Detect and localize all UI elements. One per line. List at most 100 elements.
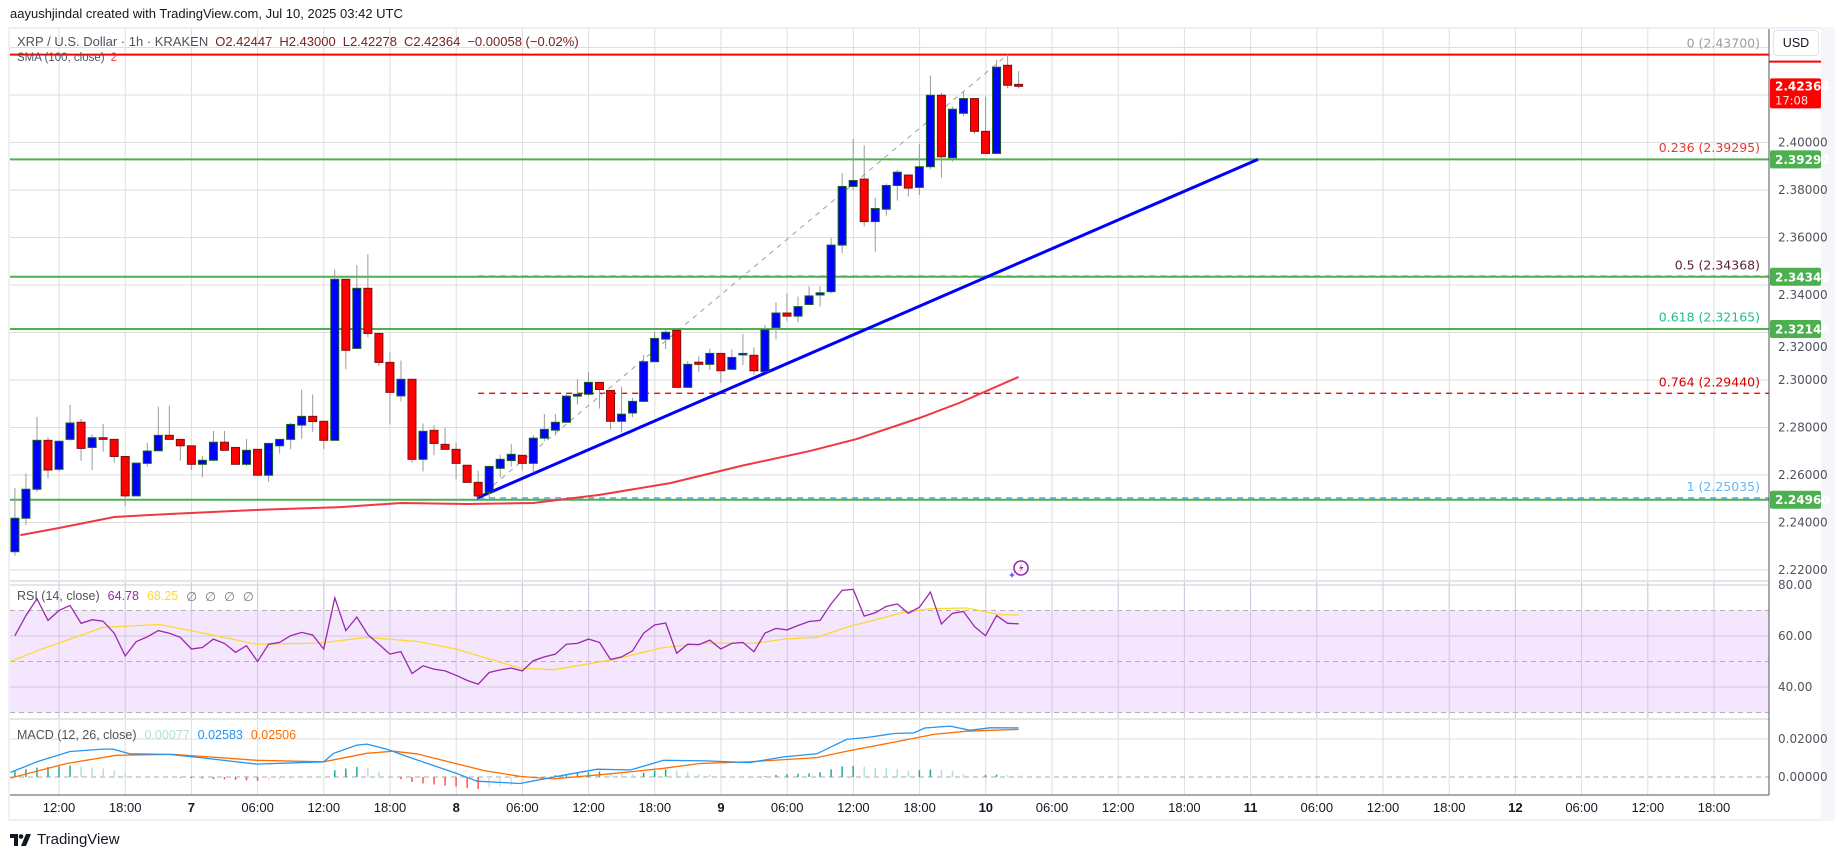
- candle-body-down: [120, 455, 130, 497]
- candle-body-down: [407, 378, 417, 460]
- rsi-ma-line: [10, 607, 1019, 671]
- level-price-tag-text: 2.39292: [1775, 153, 1830, 167]
- candle-body-up: [208, 441, 218, 461]
- candle: [594, 381, 604, 409]
- candle: [208, 430, 218, 461]
- candle: [264, 442, 274, 482]
- candle-body-down: [859, 178, 869, 223]
- price-axis-label: 2.34000: [1778, 288, 1828, 302]
- fib-level-label: 0 (2.43700): [1687, 36, 1760, 51]
- candle-body-up: [484, 465, 494, 493]
- level-price-tag: [1770, 267, 1821, 286]
- candle-body-up: [892, 171, 902, 186]
- rsi-empty-value-2: ∅: [205, 590, 217, 604]
- macd-pane: [10, 725, 1769, 790]
- time-axis-label: 12:00: [837, 800, 870, 815]
- fib-level-label: 0.5 (2.34368): [1675, 257, 1760, 272]
- candle-body-down: [231, 446, 240, 465]
- macd-legend[interactable]: MACD (12, 26, close) 0.00077 0.02583 0.0…: [17, 728, 296, 742]
- rsi-axis-label: 60.00: [1778, 629, 1812, 643]
- sma-value: 2: [110, 52, 117, 64]
- candle-body-down: [903, 174, 913, 189]
- candle-body-up: [661, 331, 671, 340]
- time-axis-label: 06:00: [241, 800, 274, 815]
- candle-body-up: [583, 381, 593, 395]
- candle: [837, 173, 847, 254]
- candle: [892, 169, 902, 201]
- candle-body-up: [142, 450, 152, 464]
- rsi-legend[interactable]: RSI (14, close) 64.78 68.25 ∅ ∅ ∅ ∅: [17, 589, 254, 604]
- time-axis-label: 18:00: [1698, 800, 1731, 815]
- candle: [738, 333, 748, 366]
- candle: [275, 438, 285, 454]
- candle-body-up: [914, 166, 924, 188]
- candle-body-down: [782, 312, 792, 317]
- currency-button[interactable]: USD: [1773, 30, 1819, 56]
- candle: [528, 435, 538, 473]
- rsi-axis-label: 40.00: [1778, 680, 1812, 694]
- time-axis-label: 12:00: [308, 800, 341, 815]
- time-axis-label: 06:00: [1301, 800, 1334, 815]
- candle-body-up: [617, 413, 627, 422]
- candle-body-up: [87, 437, 97, 448]
- candle-body-down: [363, 287, 373, 334]
- candle: [903, 174, 913, 197]
- rsi-line: [14, 588, 1019, 685]
- sma-label: SMA (100, close): [17, 52, 105, 64]
- candle: [661, 330, 671, 350]
- candle: [914, 143, 924, 195]
- candle: [1014, 71, 1024, 89]
- candle-body-up: [683, 363, 693, 388]
- level-price-tag-text: 2.32148: [1775, 322, 1830, 336]
- candle-body-up: [947, 108, 957, 159]
- candle-body-up: [572, 393, 582, 397]
- candle: [76, 418, 86, 461]
- candle: [749, 347, 759, 376]
- candle-body-down: [109, 438, 119, 457]
- candle-body-down: [374, 332, 384, 363]
- candle: [142, 442, 152, 467]
- candle: [451, 442, 461, 480]
- ascending-trend-line: [476, 157, 1259, 500]
- candle-body-up: [826, 244, 836, 293]
- candle: [881, 183, 891, 216]
- candle-body-down: [1003, 64, 1013, 86]
- candle-body-up: [837, 185, 847, 246]
- candle-body-down: [936, 94, 946, 158]
- time-axis-label: 18:00: [903, 800, 936, 815]
- candle-body-up: [54, 440, 64, 470]
- current-price-tag: [1770, 78, 1821, 109]
- candle-body-down: [98, 437, 108, 440]
- sma-legend[interactable]: SMA (100, close) 2: [17, 52, 117, 64]
- candle-body-up: [848, 180, 858, 187]
- candle: [87, 434, 97, 471]
- time-axis-label: 18:00: [1433, 800, 1466, 815]
- time-axis-label: 06:00: [1565, 800, 1598, 815]
- candle-body-down: [341, 278, 351, 351]
- candle: [981, 96, 991, 154]
- candle-body-down: [219, 441, 229, 451]
- candle-body-up: [705, 352, 715, 365]
- open-value: O2.42447: [215, 34, 273, 49]
- candle: [363, 254, 373, 338]
- candle: [175, 438, 185, 461]
- candle: [694, 356, 704, 372]
- candle: [617, 386, 627, 433]
- candle-body-down: [43, 439, 53, 471]
- tradingview-logo[interactable]: TradingView: [10, 831, 120, 848]
- axes: 12:00 18:00 7 06:00 12:00 18:00 8 06:00 12:00 18:…: [10, 29, 1830, 815]
- time-axis-label: 18:00: [374, 800, 407, 815]
- candle: [672, 329, 682, 388]
- price-axis-label: 2.30000: [1778, 373, 1828, 387]
- candle-body-up: [639, 361, 649, 402]
- candle: [253, 448, 263, 476]
- time-axis-label: 8: [453, 800, 460, 815]
- lightning-alert-icon[interactable]: [1008, 558, 1030, 580]
- price-pane: 0 (2.43700) 0.236 (2.39295) 0.5 (2.34368) 0…: [10, 36, 1769, 556]
- candle-body-up: [275, 438, 285, 447]
- symbol-title[interactable]: XRP / U.S. Dollar · 1h · KRAKEN: [17, 34, 209, 49]
- price-axis-label: 2.28000: [1778, 421, 1828, 435]
- symbol-legend[interactable]: XRP / U.S. Dollar · 1h · KRAKEN O2.42447…: [17, 34, 579, 49]
- candle: [782, 293, 792, 321]
